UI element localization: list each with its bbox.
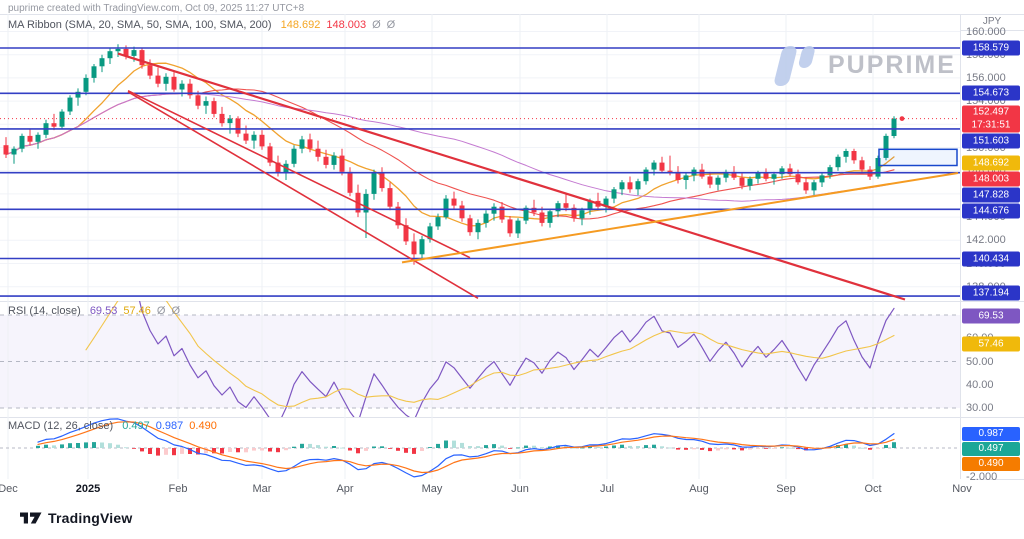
legend-value: 69.53: [89, 305, 118, 317]
main-legend-title: MA Ribbon (SMA, 20, SMA, 50, SMA, 100, S…: [8, 19, 272, 31]
attribution-text: puprime created with TradingView.com, Oc…: [8, 3, 305, 14]
macd-line: [37, 418, 895, 478]
price-level-badge: 158.579: [962, 40, 1020, 56]
current-price-badge: 152.497 17:31:51: [962, 105, 1020, 133]
ma-value-badge: 148.003: [962, 171, 1020, 187]
time-axis-label[interactable]: Mar: [252, 483, 272, 495]
legend-value: Ø: [156, 305, 166, 317]
legend-value: 0.490: [189, 420, 217, 432]
legend-value: 0.987: [155, 420, 184, 432]
legend-value: Ø: [171, 305, 180, 317]
time-axis-label[interactable]: May: [421, 483, 443, 495]
price-axis-currency-label: JPY: [960, 14, 1024, 31]
legend-value: Ø: [386, 19, 396, 31]
price-level-badge: 151.603: [962, 133, 1020, 149]
legend-value: 148.003: [326, 19, 367, 31]
macd-legend-values: 0.497 0.987 0.490: [116, 420, 217, 432]
macd-signal-line: [37, 421, 895, 474]
price-level-badge: 154.673: [962, 85, 1020, 101]
price-level-badge: 147.828: [962, 187, 1020, 203]
axis-gridline-label: 40.00: [966, 378, 994, 391]
rsi-legend-values: 69.53 57.46 Ø Ø: [84, 305, 180, 317]
axis-gridline-label: 50.00: [966, 355, 994, 368]
axis-gridline-label: -2.000: [966, 471, 998, 483]
macd-legend[interactable]: MACD (12, 26, close) 0.497 0.987 0.490: [8, 420, 217, 432]
pane-separator: [0, 14, 1024, 15]
axis-gridline-label: 156.000: [966, 71, 1006, 84]
rsi-ma-badge: 57.46: [962, 336, 1020, 352]
time-axis-label[interactable]: Nov: [952, 483, 972, 495]
pane-separator-rsi[interactable]: [0, 301, 1024, 302]
sma-line: [5, 93, 895, 202]
pane-separator-macd[interactable]: [0, 417, 1024, 418]
rsi-pane[interactable]: [0, 301, 960, 417]
main-legend-values: 148.692 148.003 Ø Ø: [275, 19, 396, 31]
price-axis[interactable]: JPY 160.000158.000156.000154.000152.0001…: [960, 0, 1024, 539]
time-axis-label[interactable]: 2025: [75, 483, 101, 495]
axis-gridline-label: 142.000: [966, 234, 1006, 247]
price-axis-border: [960, 14, 961, 500]
time-axis-label[interactable]: Dec: [0, 483, 18, 495]
rsi-line: [138, 301, 895, 417]
time-axis[interactable]: Dec 2025 Feb Mar Apr May Jun Jul Aug Sep Oct Nov: [0, 479, 972, 500]
legend-value: 57.46: [123, 305, 151, 317]
legend-value: 148.692: [280, 19, 321, 31]
time-axis-label[interactable]: Aug: [689, 483, 709, 495]
axis-gridline-label: 160.000: [966, 25, 1006, 38]
ma-value-badge: 148.692: [962, 155, 1020, 171]
time-axis-label[interactable]: Jun: [511, 483, 529, 495]
legend-value: Ø: [372, 19, 381, 31]
macd-legend-title: MACD (12, 26, close): [8, 420, 114, 432]
rsi-value-badge: 69.53: [962, 308, 1020, 324]
candlestick-series: [3, 44, 897, 265]
tradingview-logo[interactable]: TradingView: [20, 510, 132, 526]
time-axis-label[interactable]: Oct: [864, 483, 882, 495]
rsi-legend-title: RSI (14, close): [8, 305, 81, 317]
puprime-watermark: PUPRIME: [770, 42, 956, 88]
legend-value: 0.497: [122, 420, 150, 432]
puprime-logo-icon: [774, 46, 815, 86]
puprime-watermark-text: PUPRIME: [828, 50, 956, 79]
time-axis-label[interactable]: Apr: [336, 483, 354, 495]
axis-gridline-label: 30.00: [966, 402, 994, 414]
tradingview-logo-icon: [20, 512, 42, 524]
countdown-timer: 17:31:51: [971, 119, 1011, 131]
time-axis-label[interactable]: Jul: [599, 483, 615, 495]
main-legend[interactable]: MA Ribbon (SMA, 20, SMA, 50, SMA, 100, S…: [8, 19, 395, 31]
macd-pane[interactable]: [0, 417, 960, 479]
time-axis-label[interactable]: Feb: [168, 483, 188, 495]
macd-signal-badge: 0.490: [962, 456, 1020, 471]
time-axis-label[interactable]: Sep: [776, 483, 796, 495]
sma-line: [5, 62, 895, 227]
price-level-badge: 144.676: [962, 203, 1020, 219]
price-level-badge: 140.434: [962, 251, 1020, 266]
macd-hist-badge: 0.497: [962, 441, 1020, 456]
price-level-badge: 137.194: [962, 285, 1020, 300]
rsi-legend[interactable]: RSI (14, close) 69.53 57.46 Ø Ø: [8, 305, 180, 317]
rsi-ma-line: [85, 301, 895, 408]
macd-value-badge: 0.987: [962, 426, 1020, 441]
tradingview-logo-text: TradingView: [48, 510, 133, 526]
